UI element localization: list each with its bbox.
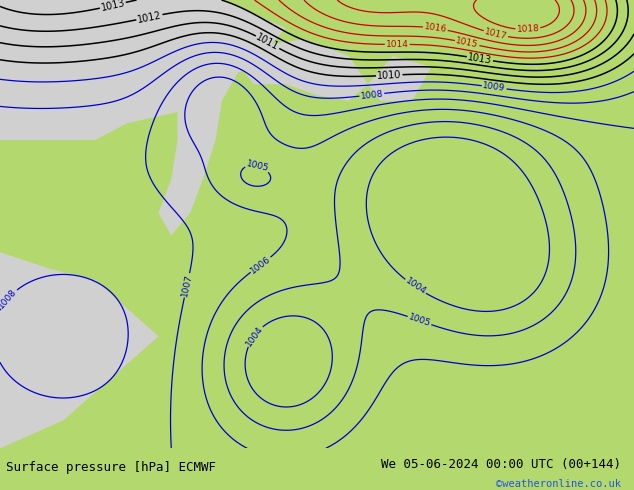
Text: 1011: 1011 xyxy=(254,32,281,52)
Text: 1009: 1009 xyxy=(482,81,506,93)
Text: 1008: 1008 xyxy=(0,287,19,310)
Text: 1006: 1006 xyxy=(249,254,273,275)
Text: 1014: 1014 xyxy=(385,40,409,49)
Text: 1008: 1008 xyxy=(360,89,384,100)
Polygon shape xyxy=(0,252,158,448)
Text: We 05-06-2024 00:00 UTC (00+144): We 05-06-2024 00:00 UTC (00+144) xyxy=(381,458,621,471)
Text: 1018: 1018 xyxy=(516,24,540,34)
Text: 1005: 1005 xyxy=(245,159,269,173)
Text: 1013: 1013 xyxy=(100,0,126,13)
Text: 1004: 1004 xyxy=(244,324,264,348)
Text: 1013: 1013 xyxy=(467,52,493,66)
Text: 1007: 1007 xyxy=(180,273,194,297)
Text: 1010: 1010 xyxy=(377,70,402,81)
Polygon shape xyxy=(241,39,368,101)
Text: 1004: 1004 xyxy=(403,276,427,297)
Text: 1017: 1017 xyxy=(484,27,508,41)
Polygon shape xyxy=(0,0,285,140)
Polygon shape xyxy=(368,56,431,101)
Text: 1015: 1015 xyxy=(455,36,479,49)
Polygon shape xyxy=(158,56,241,235)
Text: ©weatheronline.co.uk: ©weatheronline.co.uk xyxy=(496,479,621,489)
Text: 1005: 1005 xyxy=(407,313,432,329)
Text: 1016: 1016 xyxy=(424,22,448,34)
Text: 1012: 1012 xyxy=(136,10,162,24)
Text: Surface pressure [hPa] ECMWF: Surface pressure [hPa] ECMWF xyxy=(6,461,216,474)
